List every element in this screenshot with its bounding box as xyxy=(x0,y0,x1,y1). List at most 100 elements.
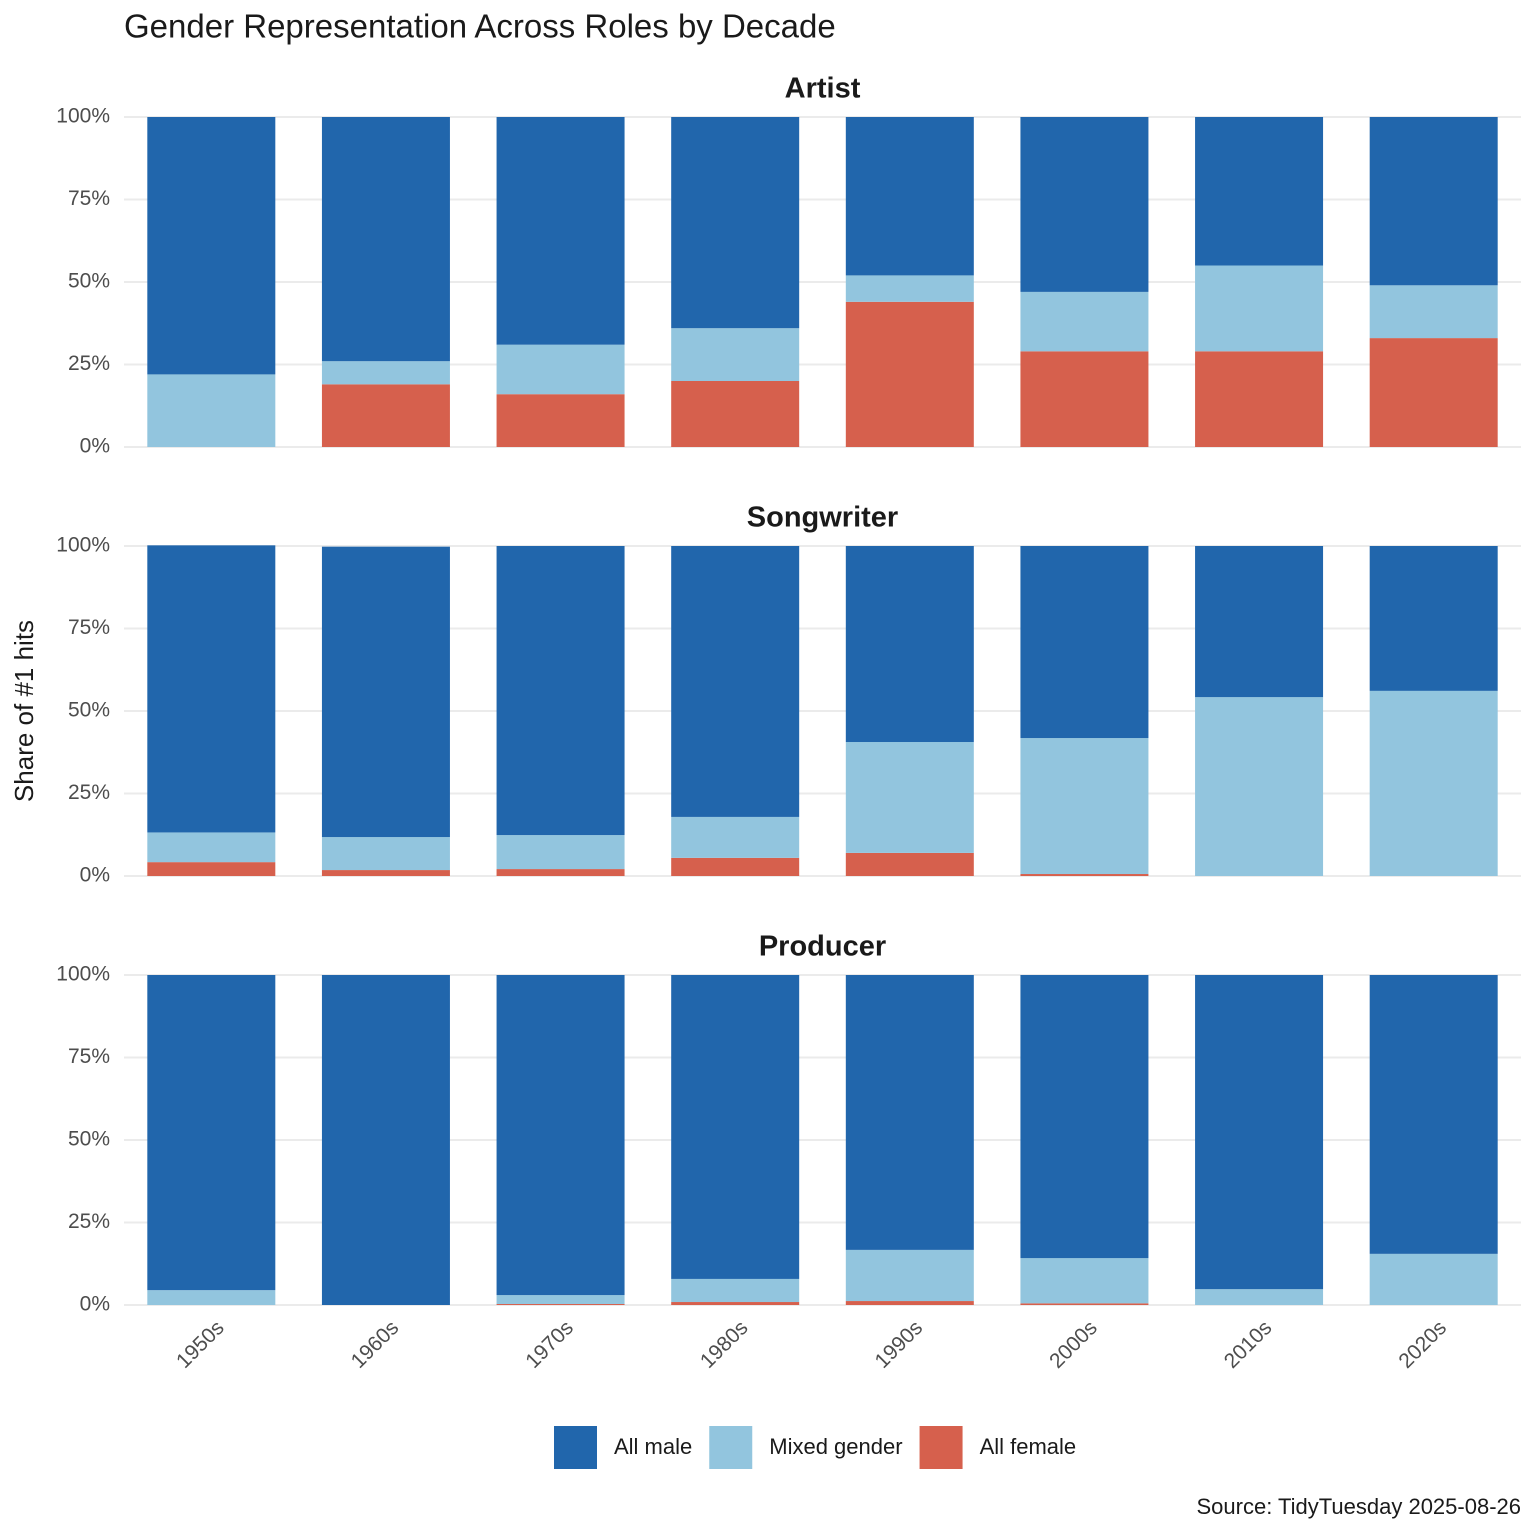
y-tick-label: 75% xyxy=(68,616,110,639)
chart-title: Gender Representation Across Roles by De… xyxy=(124,8,836,45)
bar-segment xyxy=(321,384,450,447)
bar-segment xyxy=(845,546,974,743)
bar-segment xyxy=(1369,117,1498,286)
bar-segment xyxy=(147,1290,276,1305)
bar-segment xyxy=(1369,975,1498,1254)
bar-segment xyxy=(147,832,276,863)
bar-segment xyxy=(147,862,276,876)
bar-segment xyxy=(1020,1303,1149,1305)
x-tick-label: 1990s xyxy=(871,1316,928,1373)
y-tick-label: 50% xyxy=(68,1128,110,1151)
bar-segment xyxy=(1020,975,1149,1259)
x-tick-label: 2010s xyxy=(1220,1316,1277,1373)
bar-segment xyxy=(845,117,974,276)
bar-segment xyxy=(321,837,450,871)
y-tick-label: 50% xyxy=(68,270,110,293)
y-tick-label: 25% xyxy=(68,352,110,375)
bar-segment xyxy=(671,328,800,381)
bar-segment xyxy=(1195,351,1324,447)
bar-segment xyxy=(845,301,974,447)
y-tick-label: 100% xyxy=(56,963,110,986)
bar-segment xyxy=(845,852,974,876)
legend-label: All female xyxy=(980,1434,1077,1459)
bar-segment xyxy=(845,1249,974,1302)
bar-segment xyxy=(496,975,625,1296)
legend-swatch xyxy=(709,1426,753,1469)
bar-segment xyxy=(496,835,625,870)
y-tick-label: 25% xyxy=(68,781,110,804)
bar-segment xyxy=(671,1278,800,1303)
bar-segment xyxy=(321,975,450,1305)
source-note: Source: TidyTuesday 2025-08-26 xyxy=(1197,1494,1522,1519)
y-tick-label: 100% xyxy=(56,105,110,128)
bar-segment xyxy=(1369,690,1498,876)
bar-segment xyxy=(1020,351,1149,447)
x-tick-label: 2000s xyxy=(1045,1316,1102,1373)
y-tick-label: 75% xyxy=(68,1045,110,1068)
bar-segment xyxy=(147,975,276,1291)
bar-segment xyxy=(671,546,800,817)
facet-title: Songwriter xyxy=(747,502,898,534)
bar-segment xyxy=(845,975,974,1250)
bar-segment xyxy=(496,1304,625,1305)
bar-segment xyxy=(1195,975,1324,1290)
y-tick-label: 0% xyxy=(80,864,110,887)
legend-swatch xyxy=(554,1426,597,1469)
bar-segment xyxy=(1195,697,1324,876)
bar-segment xyxy=(671,381,800,447)
bar-segment xyxy=(1195,265,1324,352)
bar-segment xyxy=(147,374,276,447)
bar-segment xyxy=(1195,117,1324,266)
bar-segment xyxy=(1020,291,1149,352)
bar-segment xyxy=(671,1302,800,1305)
bar-segment xyxy=(496,869,625,876)
bar-segment xyxy=(671,816,800,858)
bar-segment xyxy=(321,117,450,362)
y-tick-label: 75% xyxy=(68,187,110,210)
bar-segment xyxy=(845,1301,974,1305)
bar-segment xyxy=(671,975,800,1279)
y-tick-label: 0% xyxy=(80,1293,110,1316)
bar-segment xyxy=(496,344,625,395)
legend-label: Mixed gender xyxy=(769,1434,902,1459)
legend-swatch xyxy=(919,1426,963,1469)
bar-segment xyxy=(1369,338,1498,447)
bar-segment xyxy=(321,361,450,385)
bar-segment xyxy=(147,545,276,833)
bar-segment xyxy=(671,117,800,329)
bar-segment xyxy=(147,117,276,375)
x-tick-label: 1980s xyxy=(696,1316,753,1373)
bar-segment xyxy=(496,394,625,447)
y-tick-label: 25% xyxy=(68,1210,110,1233)
bar-segment xyxy=(1369,285,1498,339)
bar-segment xyxy=(1020,546,1149,739)
bar-segment xyxy=(1195,546,1324,698)
bar-segment xyxy=(496,546,625,836)
legend-label: All male xyxy=(614,1434,692,1459)
bar-segment xyxy=(1020,738,1149,875)
facet-title: Artist xyxy=(785,73,861,105)
bar-segment xyxy=(496,117,625,345)
bar-segment xyxy=(845,275,974,302)
bar-segment xyxy=(321,546,450,838)
bar-segment xyxy=(671,857,800,876)
x-tick-label: 1950s xyxy=(172,1316,229,1373)
bar-segment xyxy=(845,742,974,853)
bar-segment xyxy=(1195,1289,1324,1305)
y-tick-label: 0% xyxy=(80,435,110,458)
bar-segment xyxy=(496,1295,625,1305)
bar-segment xyxy=(1020,874,1149,876)
x-tick-label: 1970s xyxy=(521,1316,578,1373)
bar-segment xyxy=(1369,1253,1498,1305)
y-tick-label: 50% xyxy=(68,699,110,722)
y-tick-label: 100% xyxy=(56,534,110,557)
bar-segment xyxy=(1020,1258,1149,1304)
bar-segment xyxy=(1369,546,1498,691)
bar-segment xyxy=(1020,117,1149,292)
facet-title: Producer xyxy=(759,931,886,963)
x-tick-label: 2020s xyxy=(1394,1316,1451,1373)
bar-segment xyxy=(321,870,450,876)
x-tick-label: 1960s xyxy=(347,1316,404,1373)
y-axis-label: Share of #1 hits xyxy=(9,620,39,802)
